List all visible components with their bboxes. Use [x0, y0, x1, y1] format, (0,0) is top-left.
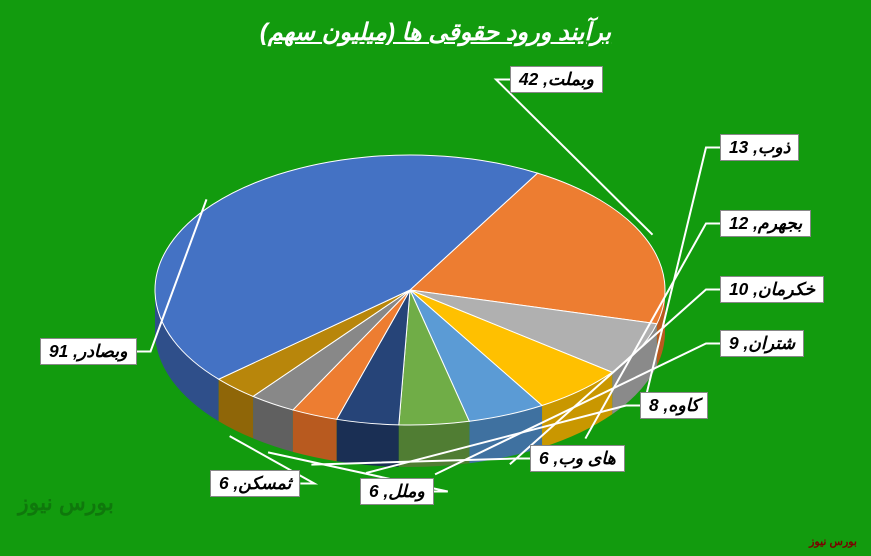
corner-brand: بورس نیوز	[809, 535, 857, 548]
slice-label: شتران, 9	[720, 330, 804, 357]
slice-label: ثمسکن, 6	[210, 470, 300, 497]
slice-label: وبصادر, 91	[40, 338, 137, 365]
slice-label: خکرمان, 10	[720, 276, 824, 303]
slice-label: کاوه, 8	[640, 392, 708, 419]
pie-side	[337, 419, 399, 467]
slice-label: بجهرم, 12	[720, 210, 811, 237]
slice-label: ذوب, 13	[720, 134, 799, 161]
slice-label: های وب, 6	[530, 445, 625, 472]
slice-label: وبملت, 42	[510, 66, 603, 93]
slice-label: وملل, 6	[360, 478, 434, 505]
watermark: بورس نیوز	[18, 490, 114, 516]
chart-stage: برآیند ورود حقوقی ها (میلیون سهم) بورس ن…	[0, 0, 871, 556]
